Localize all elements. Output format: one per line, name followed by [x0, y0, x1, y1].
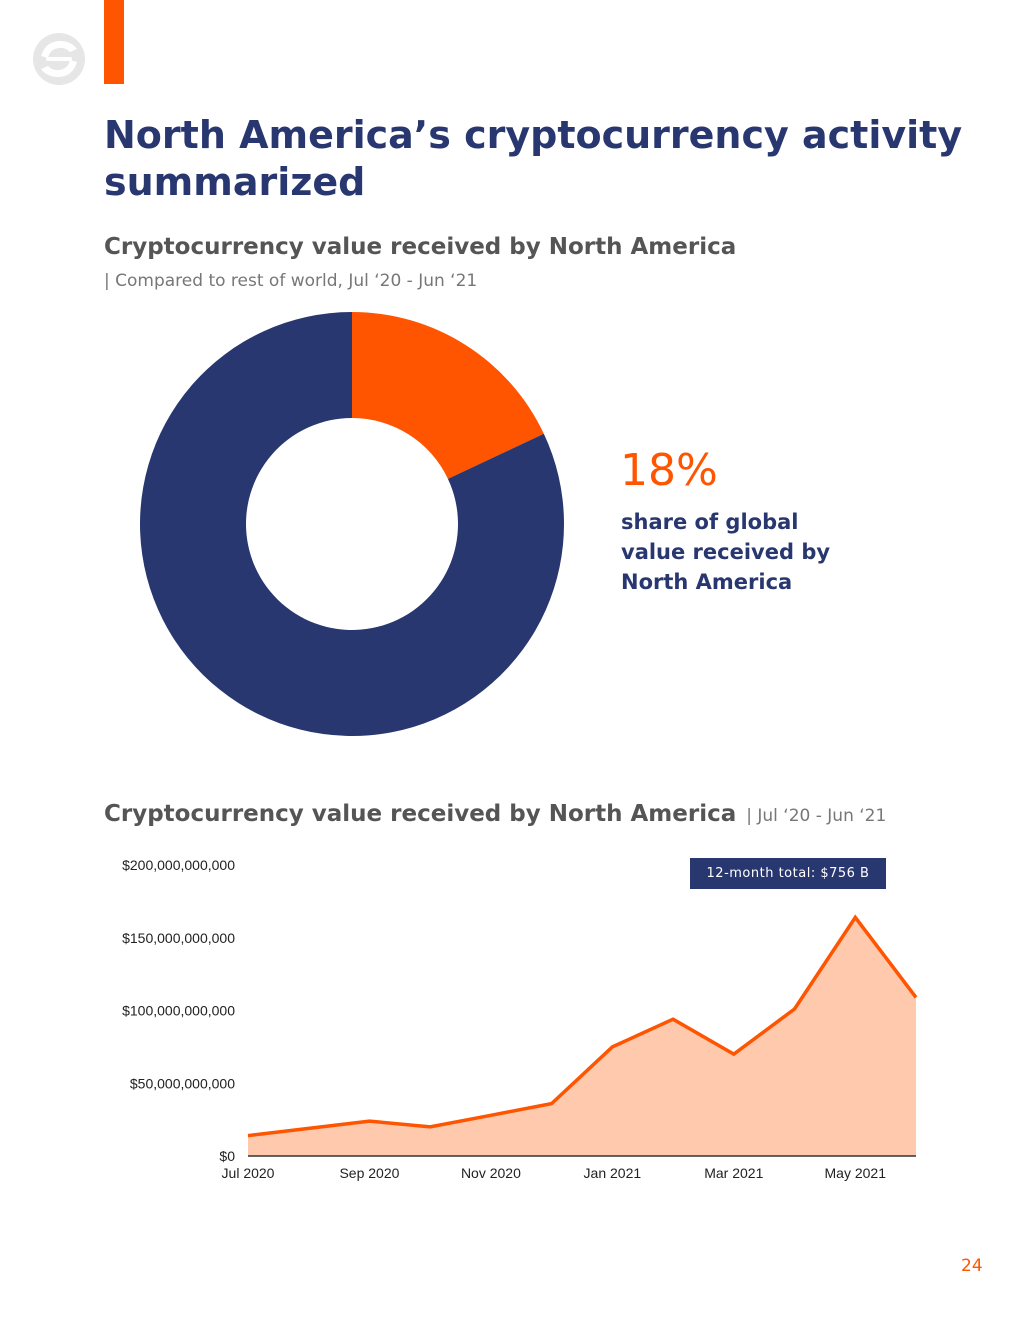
chainalysis-logo-icon — [33, 33, 85, 85]
area-chart: $0 $50,000,000,000 $100,000,000,000 $150,00… — [122, 857, 918, 1181]
donut-slice-0 — [352, 312, 544, 479]
y-tick-label: $100,000,000,000 — [122, 1003, 235, 1019]
area-line — [247, 914, 918, 1138]
donut-section-title: Cryptocurrency value received by North A… — [104, 234, 737, 260]
header-accent-bar — [104, 0, 124, 84]
x-tick-label: May 2021 — [825, 1165, 887, 1181]
y-tick-label: $150,000,000,000 — [122, 930, 235, 946]
x-tick-label: Jul 2020 — [222, 1165, 275, 1181]
x-tick-label: Sep 2020 — [339, 1165, 399, 1181]
area-fill — [248, 917, 916, 1156]
page-number: 24 — [961, 1256, 983, 1276]
area-section-subtitle: | Jul ‘20 - Jun ‘21 — [746, 806, 887, 826]
total-badge: 12-month total: $756 B — [690, 858, 886, 889]
y-tick-label: $0 — [219, 1148, 235, 1164]
y-tick-label: $200,000,000,000 — [122, 857, 235, 873]
stat-value: 18% — [620, 445, 718, 496]
donut-slice-1 — [140, 312, 564, 736]
x-tick-label: Jan 2021 — [584, 1165, 642, 1181]
y-tick-label: $50,000,000,000 — [130, 1075, 235, 1091]
stat-label: share of global value received by North … — [621, 510, 831, 594]
x-tick-label: Nov 2020 — [461, 1165, 521, 1181]
x-tick-label: Mar 2021 — [704, 1165, 763, 1181]
donut-section-subtitle: | Compared to rest of world, Jul ‘20 - J… — [104, 271, 478, 291]
area-section-title: Cryptocurrency value received by North A… — [104, 801, 886, 827]
page-title: North America’s cryptocurrency activity … — [104, 113, 963, 204]
donut-chart — [140, 312, 564, 736]
area-section-title-text: Cryptocurrency value received by North A… — [104, 801, 737, 827]
